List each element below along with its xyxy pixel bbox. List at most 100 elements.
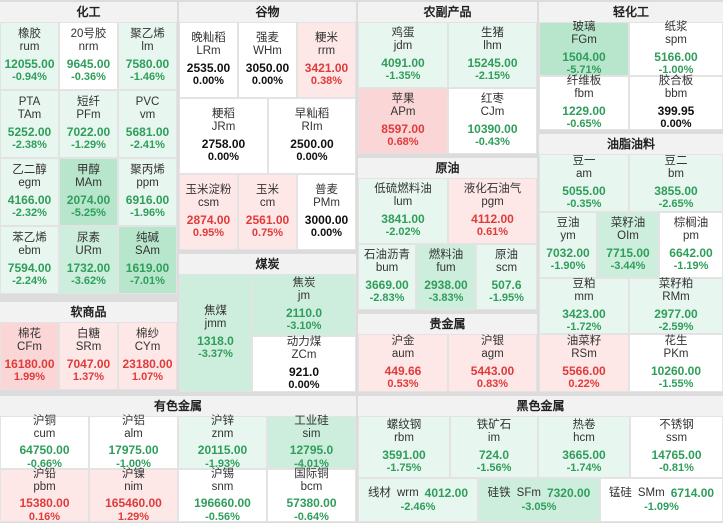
tile-rrm[interactable]: 粳米 rrm 3421.00 0.38%	[297, 22, 356, 98]
tile-change: -1.75%	[386, 462, 422, 475]
tile-bcm[interactable]: 国际铜 bcm 57380.00 -0.64%	[267, 468, 356, 523]
tile-change: 0.16%	[28, 510, 61, 523]
tile-change: -2.46%	[400, 500, 436, 513]
tile-agm[interactable]: 沪银 agm 5443.00 0.83%	[448, 334, 537, 392]
tile-name: 尿素	[77, 232, 100, 245]
tile-price: 2938.00	[424, 277, 468, 292]
tile-egm[interactable]: 乙二醇 egm 4166.00 -2.32%	[0, 158, 59, 226]
tile-srm[interactable]: 白糖 SRm 7047.00 1.37%	[59, 322, 118, 390]
tile-fum[interactable]: 燃料油 fum 2938.00 -3.83%	[416, 244, 476, 310]
section-title-light: 轻化工	[539, 2, 723, 22]
tile-pm[interactable]: 棕榈油 pm 6642.00 -1.19%	[659, 212, 723, 278]
tile-bbm[interactable]: 胶合板 bbm 399.95 0.00%	[629, 75, 723, 130]
tile-alm[interactable]: 沪铝 alm 17975.00 -1.00%	[89, 414, 178, 470]
tile-code: hcm	[573, 432, 595, 445]
tile-jmm[interactable]: 焦煤 jmm 1318.0 -3.37%	[179, 274, 252, 392]
tile-code: ebm	[18, 245, 41, 258]
tile-mam[interactable]: 甲醇 MAm 2074.00 -5.25%	[59, 158, 118, 226]
tile-change: 0.61%	[476, 226, 509, 239]
tile-name: 沪镍	[122, 467, 145, 480]
tile-name: 沪银	[481, 335, 504, 348]
tile-zcm[interactable]: 动力煤 ZCm 921.0 0.00%	[252, 336, 356, 392]
tile-price: 5252.00	[7, 124, 52, 139]
tile-lum[interactable]: 低硫燃料油 lum 3841.00 -2.02%	[358, 178, 448, 244]
tile-vm[interactable]: PVC vm 5681.00 -2.41%	[118, 90, 177, 158]
tile-bm[interactable]: 豆二 bm 3855.00 -2.65%	[629, 154, 723, 212]
tile-jdm[interactable]: 鸡蛋 jdm 4091.00 -1.35%	[358, 22, 448, 88]
tile-sfm[interactable]: 硅铁 SFm 7320.00 -3.05%	[478, 478, 600, 522]
tile-name: 沪铝	[122, 414, 145, 427]
tile-urm[interactable]: 尿素 URm 1732.00 -3.62%	[59, 226, 118, 294]
tile-code: im	[487, 432, 501, 445]
tile-change: -0.81%	[659, 462, 694, 475]
tile-hcm[interactable]: 热卷 hcm 3665.00 -1.74%	[538, 416, 630, 478]
tile-lhm[interactable]: 生猪 lhm 15245.00 -2.15%	[448, 22, 537, 88]
tile-jrm[interactable]: 粳稻 JRm 2758.00 0.00%	[179, 98, 268, 174]
tile-spm[interactable]: 纸浆 spm 5166.00 -1.00%	[629, 21, 723, 76]
tile-change: -2.83%	[369, 292, 405, 305]
tile-znm[interactable]: 沪锌 znm 20115.00 -1.93%	[178, 414, 267, 470]
tile-wrm[interactable]: 线材 wrm 4012.00 -2.46%	[358, 478, 478, 522]
tile-cm[interactable]: 玉米 cm 2561.00 0.75%	[238, 174, 297, 250]
tile-code: RMm	[662, 291, 690, 304]
tile-name: PVC	[135, 96, 160, 109]
tile-code: scm	[495, 262, 518, 275]
tile-tam[interactable]: PTA TAm 5252.00 -2.38%	[0, 90, 59, 158]
tile-cfm[interactable]: 棉花 CFm 16180.00 1.99%	[0, 322, 59, 390]
tile-csm[interactable]: 玉米淀粉 csm 2874.00 0.95%	[179, 174, 238, 250]
tile-rim[interactable]: 早籼稻 RIm 2500.00 0.00%	[268, 98, 356, 174]
tile-price: 1619.00	[125, 260, 170, 275]
tile-snm[interactable]: 沪锡 snm 196660.00 -0.56%	[178, 468, 267, 523]
tile-ppm[interactable]: 聚丙烯 ppm 6916.00 -1.96%	[118, 158, 177, 226]
tile-ssm[interactable]: 不锈钢 ssm 14765.00 -0.81%	[630, 416, 723, 478]
tile-jm[interactable]: 焦炭 jm 2110.0 -3.10%	[252, 274, 356, 336]
tile-name: 硅铁	[487, 487, 511, 500]
tile-lrm[interactable]: 晚籼稻 LRm 2535.00 0.00%	[179, 22, 238, 98]
tile-rbm[interactable]: 螺纹钢 rbm 3591.00 -1.75%	[358, 416, 450, 478]
tile-nim[interactable]: 沪镍 nim 165460.00 1.29%	[89, 467, 178, 523]
tile-price: 5566.00	[562, 363, 606, 378]
tile-cum[interactable]: 沪铜 cum 64750.00 -0.66%	[0, 415, 89, 470]
tile-cym[interactable]: 棉纱 CYm 23180.00 1.07%	[118, 322, 177, 390]
tile-change: -0.94%	[12, 71, 47, 84]
tile-scm[interactable]: 原油 scm 507.6 -1.95%	[476, 244, 537, 310]
tile-cjm[interactable]: 红枣 CJm 10390.00 -0.43%	[448, 88, 537, 154]
tile-bum[interactable]: 石油沥青 bum 3669.00 -2.83%	[358, 244, 416, 310]
tile-ebm[interactable]: 苯乙烯 ebm 7594.00 -2.24%	[0, 226, 59, 294]
tile-sim[interactable]: 工业硅 sim 12795.0 -4.01%	[267, 415, 356, 470]
tile-change: -1.19%	[673, 260, 709, 273]
tile-lm[interactable]: 聚乙烯 lm 7580.00 -1.46%	[118, 22, 177, 90]
tile-change: 1.99%	[13, 371, 46, 384]
tile-pkm[interactable]: 花生 PKm 10260.00 -1.55%	[629, 334, 723, 392]
tile-name: 燃料油	[428, 249, 464, 262]
tile-rum[interactable]: 橡胶 rum 12055.00 -0.94%	[0, 22, 59, 90]
tile-aum[interactable]: 沪金 aum 449.66 0.53%	[358, 334, 448, 392]
tile-ym[interactable]: 豆油 ym 7032.00 -1.90%	[539, 212, 597, 278]
tile-price: 4012.00	[424, 485, 469, 500]
tile-sam[interactable]: 纯碱 SAm 1619.00 -7.01%	[118, 226, 177, 294]
tile-name: 玻璃	[572, 21, 596, 34]
tile-olm[interactable]: 菜籽油 OIm 7715.00 -3.44%	[597, 212, 659, 278]
tile-price: 23180.00	[122, 356, 173, 371]
tile-fbm[interactable]: 纤维板 fbm 1229.00 -0.65%	[539, 75, 629, 130]
tile-am[interactable]: 豆一 am 5055.00 -0.35%	[539, 154, 629, 212]
tile-whm[interactable]: 强麦 WHm 3050.00 0.00%	[238, 22, 297, 98]
tile-rsm[interactable]: 油菜籽 RSm 5566.00 0.22%	[539, 334, 629, 392]
tile-mm[interactable]: 豆粕 mm 3423.00 -1.72%	[539, 278, 629, 334]
tile-fgm[interactable]: 玻璃 FGm 1504.00 -5.71%	[539, 21, 629, 76]
tile-rmm[interactable]: 菜籽粕 RMm 2977.00 -2.59%	[629, 278, 723, 334]
tile-nrm[interactable]: 20号胶 nrm 9645.00 -0.36%	[59, 22, 118, 90]
tile-pgm[interactable]: 液化石油气 pgm 4112.00 0.61%	[448, 178, 537, 244]
tile-pmm[interactable]: 普麦 PMm 3000.00 0.00%	[297, 174, 356, 250]
tile-name: 沪铅	[33, 467, 56, 480]
tile-pfm[interactable]: 短纤 PFm 7022.00 -1.29%	[59, 90, 118, 158]
tile-pbm[interactable]: 沪铅 pbm 15380.00 0.16%	[0, 467, 89, 523]
tile-smm[interactable]: 锰硅 SMm 6714.00 -1.09%	[600, 478, 723, 522]
tile-price: 2110.0	[285, 305, 323, 320]
tile-price: 6642.00	[669, 245, 713, 260]
tile-im[interactable]: 铁矿石 im 724.0 -1.56%	[450, 416, 538, 478]
tile-apm[interactable]: 苹果 APm 8597.00 0.68%	[358, 88, 448, 154]
tile-name: 苯乙烯	[12, 232, 47, 245]
tile-name: 强麦	[256, 32, 279, 45]
tile-name: 沪锌	[211, 414, 234, 427]
